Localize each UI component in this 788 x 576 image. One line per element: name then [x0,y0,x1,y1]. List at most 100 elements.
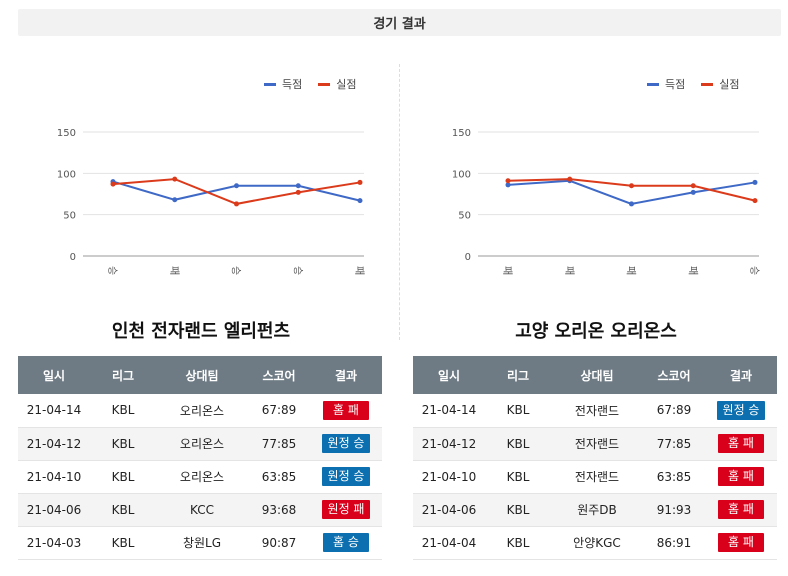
y-tick-label: 150 [452,128,471,139]
x-tick-label: 패 [686,266,698,275]
cell-league: KBL [485,427,551,461]
data-point[interactable] [234,183,239,189]
result-badge: 원정 승 [321,434,371,453]
data-point[interactable] [234,201,239,207]
legend-item-scored[interactable]: 득점 [264,76,302,92]
column-header: 일시 [18,356,90,394]
results-table: 일시 리그 상대팀 스코어 결과 21-04-14 KBL 오리온스 67:89 홈 패 21-0… [18,356,382,560]
column-header: 결과 [310,356,382,394]
data-point[interactable] [295,189,301,195]
table-header-row: 일시 리그 상대팀 스코어 결과 [18,356,382,394]
data-point[interactable] [172,176,178,182]
table-row[interactable]: 21-04-12 KBL 오리온스 77:85 원정 승 [18,427,382,461]
data-point[interactable] [690,183,696,189]
cell-opponent: 안양KGC [551,526,643,560]
column-header: 일시 [413,356,485,394]
cell-score: 67:89 [248,394,310,428]
cell-date: 21-04-12 [413,427,485,461]
table-row[interactable]: 21-04-10 KBL 오리온스 63:85 원정 승 [18,460,382,494]
cell-result: 홈 패 [705,526,777,560]
table-row[interactable]: 21-04-10 KBL 전자랜드 63:85 홈 패 [413,460,777,494]
table-row[interactable]: 21-04-04 KBL 안양KGC 86:91 홈 패 [413,526,777,560]
cell-league: KBL [485,526,551,560]
data-point[interactable] [357,179,363,185]
table-row[interactable]: 21-04-14 KBL 전자랜드 67:89 원정 승 [413,394,777,428]
cell-league: KBL [90,427,156,461]
cell-league: KBL [90,526,156,560]
result-badge: 원정 승 [321,467,371,486]
cell-league: KBL [485,493,551,527]
cell-date: 21-04-12 [18,427,90,461]
column-header: 스코어 [248,356,310,394]
data-point[interactable] [629,201,634,207]
y-tick-label: 50 [63,211,76,222]
data-point[interactable] [752,179,758,185]
scored-swatch-icon [647,82,659,86]
data-point[interactable] [357,198,363,204]
table-row[interactable]: 21-04-14 KBL 오리온스 67:89 홈 패 [18,394,382,428]
score-line-chart: 0 50 100 150 패 패 패 패 승 [413,118,779,282]
cell-result: 홈 승 [310,526,382,560]
table-row[interactable]: 21-04-06 KBL 원주DB 91:93 홈 패 [413,493,777,527]
result-badge: 원정 패 [321,500,371,519]
y-tick-label: 100 [57,169,76,180]
table-row[interactable]: 21-04-03 KBL 창원LG 90:87 홈 승 [18,526,382,560]
x-tick-label: 패 [168,266,180,275]
cell-opponent: 원주DB [551,493,643,527]
cell-league: KBL [485,394,551,428]
cell-result: 원정 패 [310,493,382,527]
results-table: 일시 리그 상대팀 스코어 결과 21-04-14 KBL 전자랜드 67:89 원정 승 21-… [413,356,777,560]
cell-result: 원정 승 [310,460,382,494]
cell-date: 21-04-06 [413,493,485,527]
table-row[interactable]: 21-04-12 KBL 전자랜드 77:85 홈 패 [413,427,777,461]
scored-swatch-icon [264,82,276,86]
cell-league: KBL [90,460,156,494]
table-row[interactable]: 21-04-06 KBL KCC 93:68 원정 패 [18,493,382,527]
x-tick-label: 승 [106,266,118,275]
legend-label-conceded: 실점 [719,78,740,91]
data-point[interactable] [505,182,511,188]
cell-date: 21-04-03 [18,526,90,560]
y-tick-label: 100 [452,169,471,180]
data-point[interactable] [629,183,634,189]
y-tick-label: 50 [458,211,471,222]
result-badge: 홈 패 [323,400,369,420]
legend-item-conceded[interactable]: 실점 [701,76,740,92]
column-header: 리그 [485,356,551,394]
cell-league: KBL [90,394,156,428]
data-point[interactable] [752,198,758,204]
cell-league: KBL [90,493,156,527]
cell-score: 90:87 [248,526,310,560]
conceded-swatch-icon [318,82,331,86]
chart-legend: 득점 실점 [264,76,357,92]
cell-score: 77:85 [643,427,705,461]
cell-opponent: KCC [156,493,248,527]
cell-score: 63:85 [643,460,705,494]
data-point[interactable] [690,189,696,195]
cell-result: 홈 패 [705,427,777,461]
column-header: 리그 [90,356,156,394]
cell-score: 86:91 [643,526,705,560]
data-point[interactable] [295,183,301,189]
cell-opponent: 전자랜드 [551,460,643,494]
data-point[interactable] [110,181,116,187]
x-tick-label: 패 [501,266,513,275]
chart-svg: 0 50 100 150 승 패 승 승 패 [57,128,365,275]
legend-item-conceded[interactable]: 실점 [318,76,357,92]
panel-divider [399,64,400,340]
cell-date: 21-04-14 [413,394,485,428]
table-header-row: 일시 리그 상대팀 스코어 결과 [413,356,777,394]
cell-result: 원정 승 [705,394,777,428]
cell-opponent: 오리온스 [156,460,248,494]
legend-item-scored[interactable]: 득점 [647,76,685,92]
cell-date: 21-04-10 [413,460,485,494]
data-point[interactable] [172,197,178,203]
y-tick-label: 0 [465,252,471,263]
data-point[interactable] [505,178,511,184]
data-point[interactable] [567,176,573,182]
legend-label-conceded: 실점 [336,78,357,91]
x-tick-label: 승 [748,266,760,275]
cell-result: 홈 패 [310,394,382,428]
result-badge: 홈 승 [323,533,369,552]
column-header: 결과 [705,356,777,394]
